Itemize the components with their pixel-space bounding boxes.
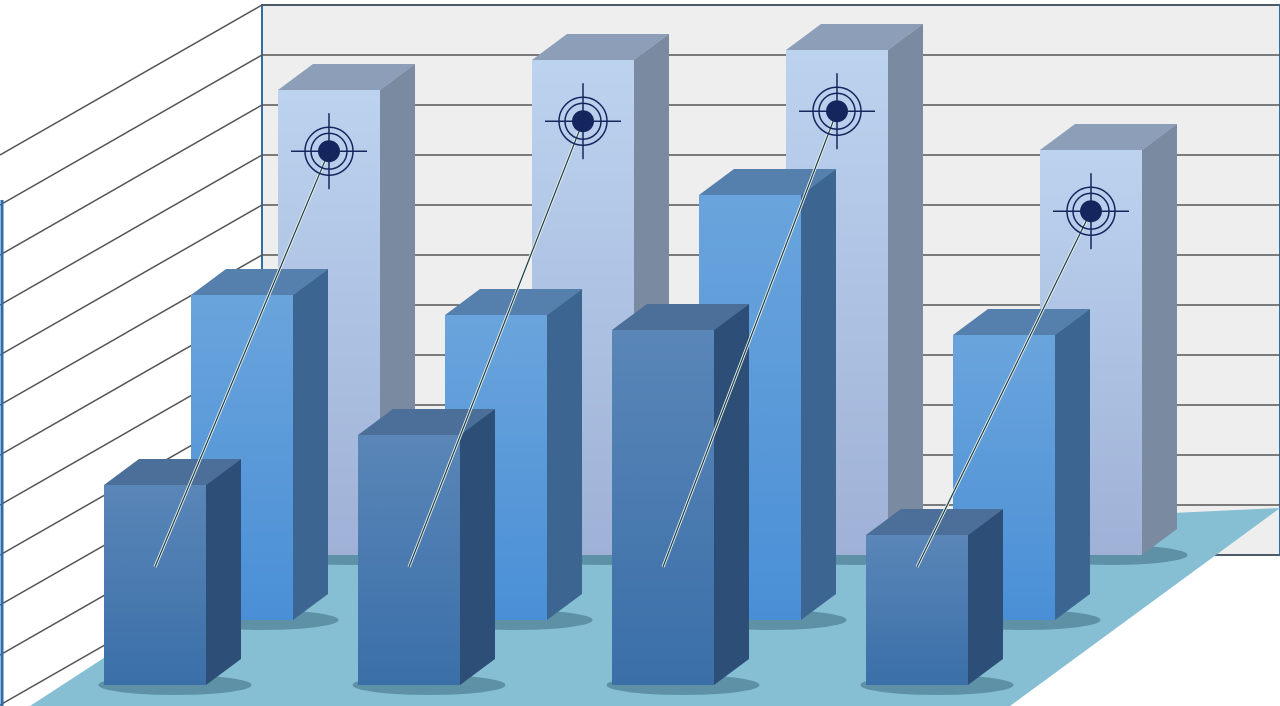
pointer-line	[916, 210, 1092, 568]
bar-top	[866, 509, 1003, 535]
gridline	[0, 54, 263, 206]
pointer-line	[408, 120, 584, 568]
bar-front	[104, 485, 206, 685]
bar-top	[278, 64, 415, 90]
bar-top	[699, 169, 836, 195]
gridline	[0, 154, 263, 306]
bar-top	[786, 24, 923, 50]
gridline	[0, 104, 263, 256]
bar-side	[206, 459, 241, 685]
target-marker-3	[661, 73, 875, 568]
gridline	[0, 204, 263, 356]
target-marker-4	[915, 173, 1129, 568]
target-marker-1	[153, 113, 367, 568]
bar-series3-group2	[352, 409, 506, 695]
pointer-line	[154, 150, 330, 568]
bars-layer	[98, 24, 1188, 695]
target-markers-layer	[153, 73, 1129, 568]
bar-side	[1142, 124, 1177, 555]
target-marker-2	[407, 83, 621, 568]
bar-top	[358, 409, 495, 435]
bar-top	[532, 34, 669, 60]
bar-side	[1055, 309, 1090, 620]
bar-top	[104, 459, 241, 485]
bar-top	[1040, 124, 1177, 150]
bar-front	[866, 535, 968, 685]
bar-side	[714, 304, 749, 685]
bar-side	[293, 269, 328, 620]
bar-side	[547, 289, 582, 620]
bar-series2-group4	[947, 309, 1101, 630]
gridline	[0, 4, 263, 156]
bar-top	[953, 309, 1090, 335]
bar-series3-group4	[860, 509, 1014, 695]
bar-side	[888, 24, 923, 555]
bar-series2-group3	[693, 169, 847, 630]
bar-front	[612, 330, 714, 685]
bar-top	[191, 269, 328, 295]
bar-side	[801, 169, 836, 620]
bar-top	[612, 304, 749, 330]
bar-series3-group3	[606, 304, 760, 695]
bar-side	[968, 509, 1003, 685]
bar-series3-group1	[98, 459, 252, 695]
pointer-line	[662, 110, 838, 568]
bar-side	[460, 409, 495, 685]
